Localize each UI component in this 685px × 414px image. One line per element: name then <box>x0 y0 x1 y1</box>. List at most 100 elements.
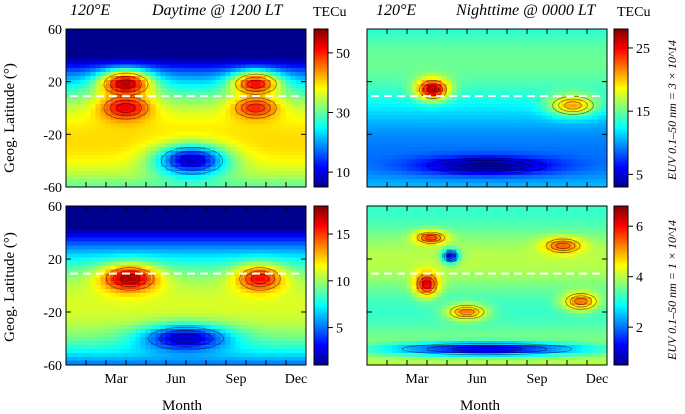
heatmap-cell <box>70 115 77 121</box>
heatmap-cell <box>481 159 488 164</box>
heatmap-cell <box>70 332 77 338</box>
heatmap-cell <box>150 249 157 254</box>
heatmap-cell <box>220 127 227 132</box>
heatmap-cell <box>591 170 598 176</box>
heatmap-cell <box>516 170 523 176</box>
heatmap-cell <box>155 336 162 342</box>
heatmap-cell <box>175 285 182 290</box>
heatmap-cell <box>90 257 97 262</box>
heatmap-cell <box>130 313 137 318</box>
heatmap-cell <box>516 87 523 93</box>
heatmap-cell <box>140 241 147 247</box>
heatmap-cell <box>70 163 77 168</box>
heatmap-cell <box>245 60 252 65</box>
heatmap-cell <box>446 131 453 136</box>
heatmap-cell <box>280 131 287 136</box>
heatmap-cell <box>596 135 603 140</box>
heatmap-cell <box>290 36 297 42</box>
heatmap-cell <box>431 68 438 73</box>
heatmap-cell <box>571 123 578 129</box>
heatmap-cell <box>165 257 172 262</box>
heatmap-cell <box>125 76 132 81</box>
heatmap-cell <box>175 72 182 77</box>
heatmap-cell <box>541 64 548 69</box>
feature-contour-trough <box>161 146 223 175</box>
heatmap-cell <box>551 48 558 53</box>
heatmap-cell <box>456 143 463 148</box>
heatmap-cell <box>521 87 528 93</box>
heatmap-cell <box>215 80 222 85</box>
heatmap-cell <box>95 131 102 136</box>
heatmap-cell <box>140 143 147 148</box>
heatmap-cell <box>556 44 563 50</box>
heatmap-cell <box>526 64 533 69</box>
heatmap-cell <box>180 356 187 362</box>
heatmap-cell <box>80 84 87 89</box>
heatmap-cell <box>486 36 493 42</box>
heatmap-cell <box>195 40 202 46</box>
heatmap-cell <box>471 123 478 129</box>
heatmap-cell <box>371 147 378 152</box>
heatmap-cell <box>245 178 252 184</box>
heatmap-cell <box>456 99 463 105</box>
heatmap-cell <box>275 32 282 38</box>
heatmap-cell <box>235 107 242 113</box>
heatmap-cell <box>476 64 483 69</box>
heatmap-cell <box>581 40 588 46</box>
heatmap-cell <box>110 301 117 306</box>
heatmap-cell <box>586 84 593 89</box>
heatmap-cell <box>426 87 433 93</box>
heatmap-cell <box>125 305 132 310</box>
heatmap-cell <box>150 76 157 81</box>
heatmap-cell <box>521 76 528 81</box>
heatmap-cell <box>135 119 142 125</box>
heatmap-cell <box>406 135 413 140</box>
heatmap-cell <box>240 131 247 136</box>
heatmap-cell <box>431 147 438 152</box>
heatmap-cell <box>466 159 473 164</box>
heatmap-cell <box>66 135 72 140</box>
heatmap-cell <box>185 249 192 254</box>
heatmap-cell <box>381 131 388 136</box>
heatmap-cell <box>260 91 267 97</box>
heatmap-cell <box>381 139 388 144</box>
heatmap-cell <box>521 159 528 164</box>
heatmap-cell <box>290 178 297 184</box>
heatmap-cell <box>80 123 87 129</box>
heatmap-cell <box>421 151 428 156</box>
heatmap-cell <box>551 174 558 180</box>
heatmap-cell <box>541 170 548 176</box>
heatmap-cell <box>85 249 92 254</box>
heatmap-cell <box>200 123 207 129</box>
heatmap-cell <box>115 217 122 223</box>
heatmap-cell <box>115 48 122 53</box>
heatmap-cell <box>391 111 398 117</box>
heatmap-cell <box>80 249 87 254</box>
heatmap-cell <box>431 170 438 176</box>
heatmap-cell <box>436 131 443 136</box>
heatmap-cell <box>150 209 157 215</box>
heatmap-cell <box>175 36 182 42</box>
heatmap-cell <box>135 305 142 310</box>
heatmap-cell <box>531 166 538 172</box>
heatmap-cell <box>566 64 573 69</box>
heatmap-cell <box>90 80 97 85</box>
heatmap-cell <box>426 60 433 65</box>
heatmap-cell <box>165 277 172 282</box>
heatmap-cell <box>205 32 212 38</box>
heatmap-cell <box>250 123 257 129</box>
heatmap-cell <box>190 48 197 53</box>
heatmap-cell <box>80 151 87 156</box>
heatmap-cell <box>145 107 152 113</box>
heatmap-cell <box>115 221 122 227</box>
heatmap-cell <box>105 147 112 152</box>
heatmap-cell <box>526 56 533 61</box>
heatmap-cell <box>571 119 578 125</box>
heatmap-cell <box>526 159 533 164</box>
heatmap-cell <box>466 91 473 97</box>
heatmap-cell <box>135 64 142 69</box>
heatmap-cell <box>220 48 227 53</box>
heatmap-cell <box>526 48 533 53</box>
heatmap-cell <box>476 76 483 81</box>
heatmap-cell <box>155 68 162 73</box>
